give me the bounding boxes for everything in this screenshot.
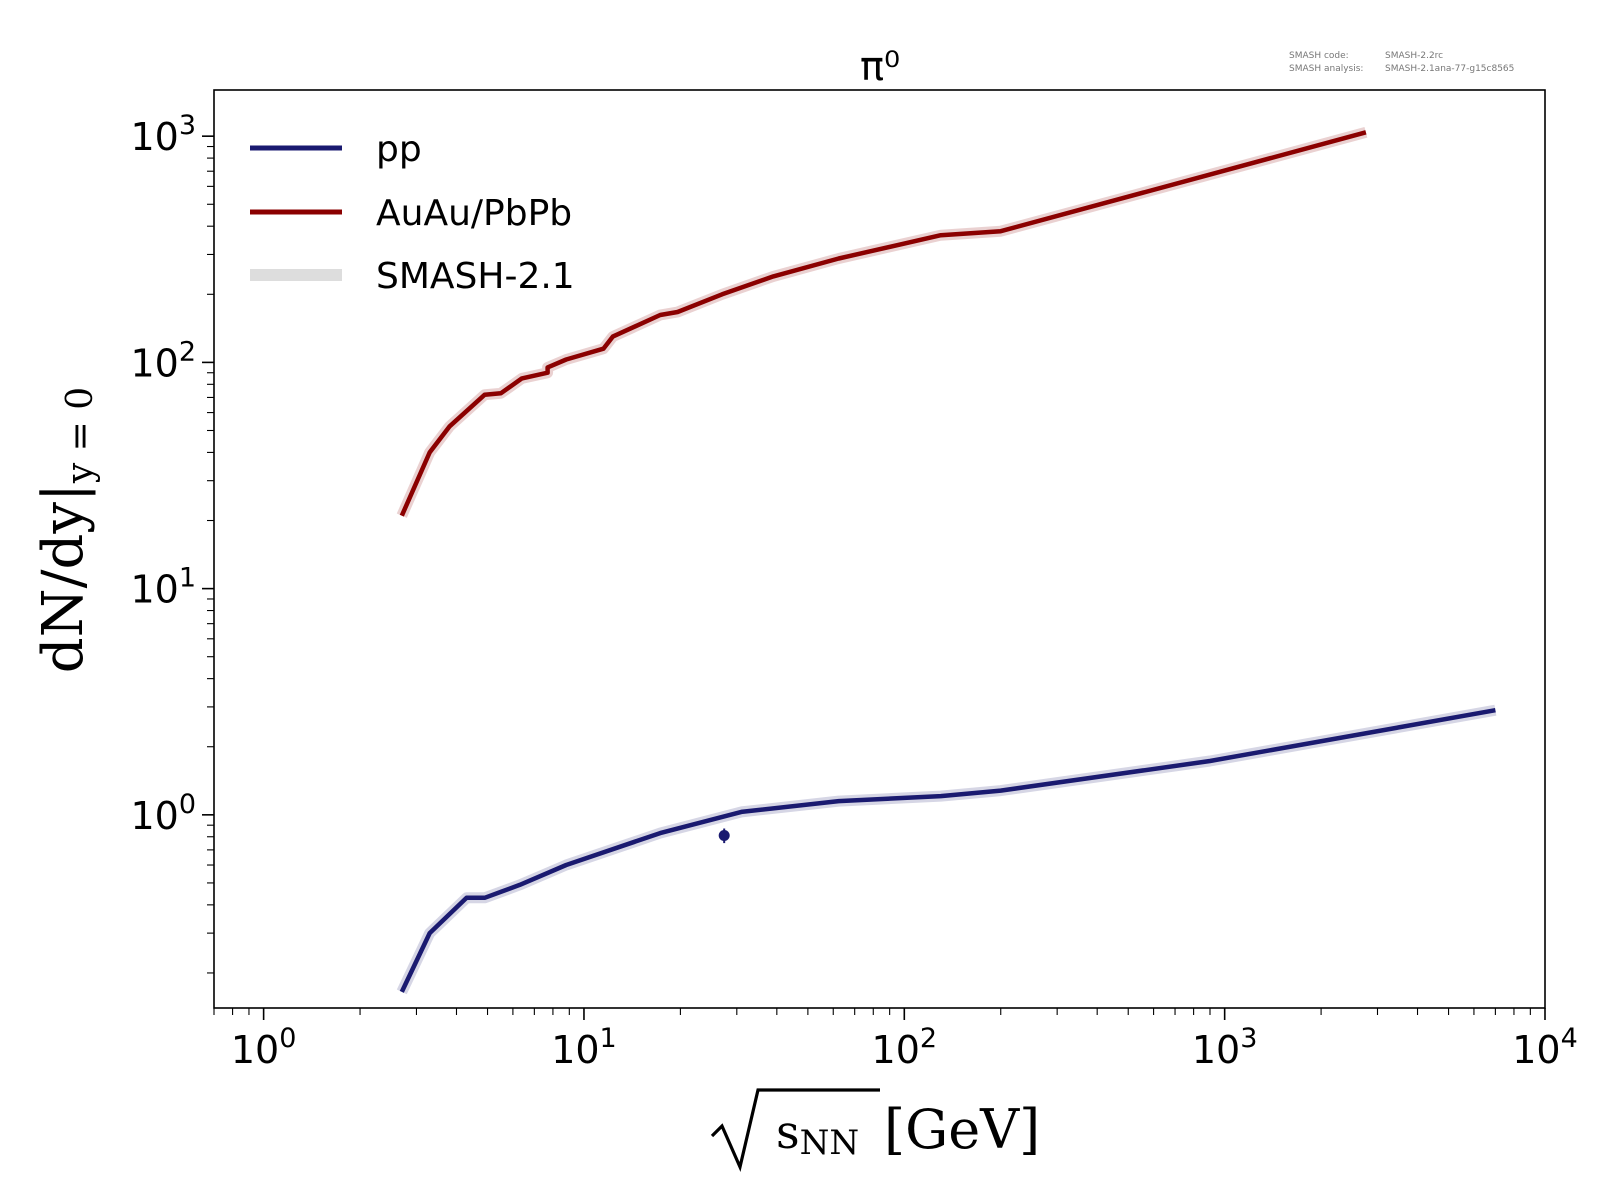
smash-band-pp [396,704,1497,995]
svg-text:sNN: sNN [776,1105,859,1163]
series-line-pp [399,707,1496,993]
chart-title: π⁰ [860,44,900,90]
x-axis-label-unit: [GeV] [884,1098,1040,1161]
smash-band-auau-pbpb [396,126,1368,518]
smash-version-annotation: SMASH code: SMASH-2.2rc SMASH analysis: … [1289,51,1514,74]
series-lines [399,130,1496,993]
smash-code-value: SMASH-2.2rc [1385,51,1443,61]
x-tick-label: 101 [551,1023,617,1072]
legend: pp AuAu/PbPb SMASH-2.1 [250,129,575,297]
axis-ticks [202,135,1546,1020]
smash-analysis-value: SMASH-2.1ana-77-g15c8565 [1385,64,1514,74]
smash-code-label: SMASH code: [1289,51,1349,61]
legend-label-pp: pp [376,129,422,170]
data-points [718,828,730,844]
y-tick-label: 103 [130,110,196,159]
x-tick-label: 102 [872,1023,938,1072]
y-tick-label: 102 [130,336,196,385]
x-axis-label: sNN [GeV] [710,1088,1040,1173]
legend-label-smash: SMASH-2.1 [376,256,575,297]
y-axis-label-main: dN/dy| [31,483,96,673]
x-axis-label-radicand-sub: NN [800,1123,860,1163]
y-tick-label: 100 [130,789,196,838]
tick-labels: 100 101 102 103 104 100 101 102 103 [130,110,1577,1072]
plot-frame [213,89,1546,1009]
series-line-auau-pbpb [399,130,1367,517]
smash-analysis-label: SMASH analysis: [1289,64,1363,74]
x-tick-label: 103 [1192,1023,1258,1072]
y-axis-label: dN/dy|y = 0 [31,387,101,673]
sqrt-symbol [710,1088,880,1173]
data-point [718,830,730,842]
svg-text:dN/dy|y = 0: dN/dy|y = 0 [31,387,101,673]
x-tick-label: 100 [231,1023,297,1072]
legend-label-auau-pbpb: AuAu/PbPb [376,193,572,234]
x-tick-label: 104 [1512,1023,1578,1072]
x-axis-label-radicand: s [776,1105,800,1159]
y-tick-label: 101 [130,563,196,612]
y-axis-label-sub: y = 0 [60,387,101,484]
